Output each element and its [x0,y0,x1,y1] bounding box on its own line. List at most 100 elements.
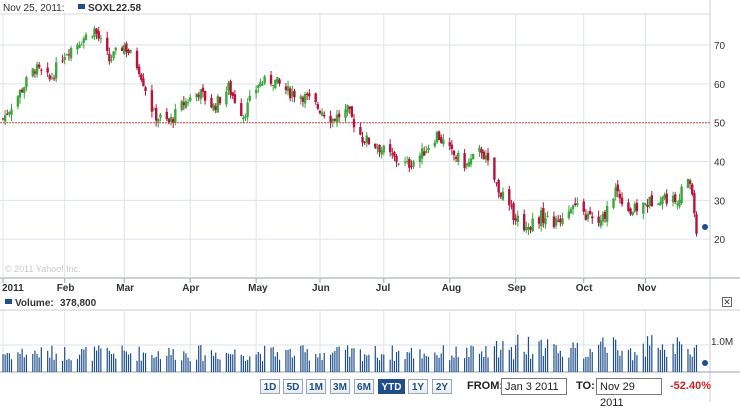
candles [1,25,698,237]
candle-body [437,131,441,141]
candle-body [91,36,94,38]
candle-body [618,193,622,199]
candle-body [95,28,98,34]
close-volume-icon[interactable]: ✕ [722,297,732,307]
candle-body [140,74,143,80]
candle-body [440,137,443,143]
candle-body [380,150,383,155]
range-2y-button[interactable]: 2Y [432,379,452,394]
y-tick-label: 60 [714,80,726,91]
x-tick-label: 2011 [2,283,24,294]
candle-body [3,115,7,122]
header-symbol: SOXL [88,3,115,14]
candle-body [152,109,156,111]
candle-body [659,202,662,206]
x-tick-label: Mar [116,283,134,294]
y-tick-label: 30 [714,196,726,207]
candle-body [671,195,675,203]
range-1m-button[interactable]: 1M [306,379,326,394]
to-date-field[interactable]: Nov 29 2011 [596,378,662,409]
volume-bars [2,334,698,372]
candle-body [452,150,456,156]
y-axis-ticks: 70 60 50 40 30 20 [714,41,726,246]
range-1y-button[interactable]: 1Y [408,379,428,394]
candle-body [693,193,696,214]
candle-body [412,161,415,167]
candle-body [274,79,277,89]
header-date: Nov 25, 2011: [3,3,65,14]
candle-body [663,194,666,199]
candle-body [276,77,279,83]
candle-body [346,105,349,113]
candle-body [110,59,113,61]
candle-body [514,218,517,221]
candle-body [246,102,249,117]
candle-body [510,205,513,207]
candle-body [127,49,130,54]
candle-body [33,71,37,74]
candle-body [291,91,294,97]
price-volume-chart: 70 60 50 40 30 20 2011 Feb Mar Apr May Jun Jul Aug Se… [0,0,740,402]
candle-body [403,161,407,163]
candle-body [567,211,571,219]
candle-body [691,184,694,195]
volume-legend-swatch [5,299,12,304]
candle-body [571,205,575,209]
candle-body [591,216,594,219]
candle-body [125,43,128,52]
candle-body [97,31,100,39]
candle-body [337,113,341,118]
candle-body [244,116,247,118]
candle-body [233,94,237,103]
candle-body [286,86,290,92]
candle-body [8,112,11,114]
volume-tick-label: 1.0M [711,337,733,348]
candle-body [678,199,681,207]
candle-body [169,116,173,122]
candle-body [106,37,109,51]
x-axis-ticks: 2011 Feb Mar Apr May Jun Jul Aug Sep Oct Nov [2,283,657,294]
x-tick-label: Jun [312,283,330,294]
candle-body [586,213,590,219]
x-tick-label: Oct [576,283,593,294]
candle-body [376,147,379,149]
candle-body [680,186,683,203]
range-ytd-button[interactable]: YTD [378,379,405,394]
candle-body [657,203,660,205]
range-5d-button[interactable]: 5D [283,379,303,394]
candle-body [142,78,145,87]
candle-body [480,149,483,154]
candle-body [186,102,190,104]
candle-body [52,78,56,80]
candle-body [676,203,679,205]
candle-body [508,189,511,206]
candle-body [171,119,175,123]
x-tick-label: Nov [637,283,656,294]
candle-body [546,215,549,217]
candle-body [261,84,264,86]
candle-body [150,90,154,112]
range-6m-button[interactable]: 6M [354,379,374,394]
candle-body [614,187,617,197]
candle-body [46,67,49,73]
yahoo-watermark: © 2011 Yahoo! Inc. [5,264,81,274]
candle-body [316,104,320,109]
candle-body [531,218,534,232]
candle-body [478,147,481,153]
from-date-field[interactable]: Jan 3 2011 [501,378,567,395]
candle-body [365,135,368,143]
candle-body [450,144,454,149]
candle-body [471,154,475,160]
candle-body [303,93,307,104]
candle-body [501,191,505,200]
candle-body [329,115,332,123]
candle-body [199,89,203,99]
candle-body [314,93,317,102]
candle-body [603,211,607,219]
candle-body [137,66,141,74]
range-1d-button[interactable]: 1D [260,379,280,394]
range-3m-button[interactable]: 3M [330,379,350,394]
candle-body [184,101,188,108]
candle-body [129,50,132,53]
candle-body [629,208,632,215]
